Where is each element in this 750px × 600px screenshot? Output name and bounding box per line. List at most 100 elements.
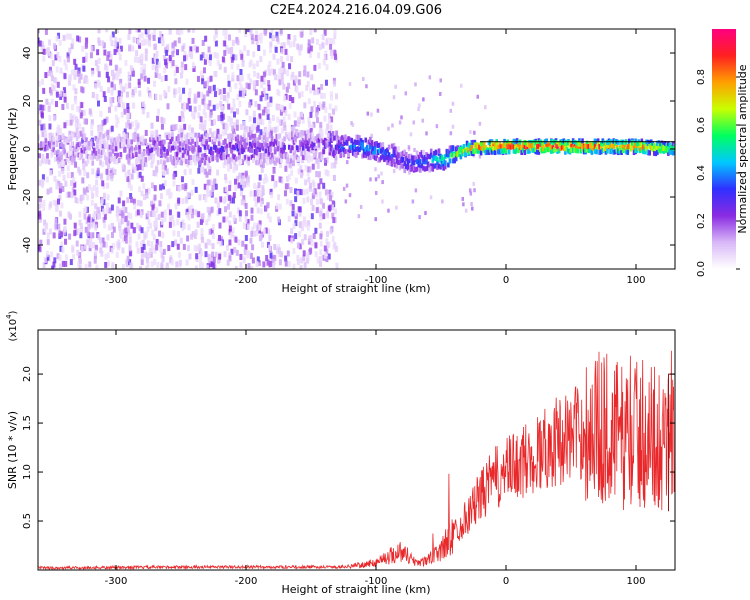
spectrogram-y-label: Frequency (Hz) bbox=[6, 108, 19, 191]
ridge-cell bbox=[77, 144, 80, 150]
ridge-cell bbox=[328, 147, 332, 153]
ridge-cell bbox=[194, 132, 197, 138]
noise-cell bbox=[186, 235, 190, 242]
ridge-cell bbox=[448, 158, 452, 164]
noise-cell bbox=[276, 58, 280, 65]
noise-cell bbox=[155, 67, 159, 74]
ridge-cell bbox=[111, 142, 115, 148]
noise-cell bbox=[308, 248, 312, 255]
noise-cell bbox=[307, 157, 311, 164]
noise-cell bbox=[200, 75, 204, 82]
noise-cell bbox=[249, 252, 253, 259]
noise-cell bbox=[236, 75, 240, 82]
ridge-cell bbox=[164, 132, 168, 138]
ridge-cell bbox=[344, 140, 347, 146]
noise-cell bbox=[269, 41, 273, 48]
ridge-cell bbox=[138, 157, 141, 163]
ridge-cell bbox=[562, 144, 566, 150]
ridge-cell bbox=[478, 148, 481, 154]
noise-cell bbox=[58, 187, 62, 194]
noise-cell bbox=[150, 130, 154, 137]
noise-cell bbox=[180, 61, 184, 68]
ridge-cell bbox=[331, 131, 335, 137]
ridge-cell bbox=[214, 155, 218, 161]
ridge-cell bbox=[623, 145, 626, 151]
noise-cell bbox=[91, 217, 95, 224]
noise-cell bbox=[70, 153, 74, 160]
ridge-cell bbox=[208, 157, 211, 163]
noise-cell bbox=[163, 165, 167, 172]
ridge-cell bbox=[39, 144, 43, 150]
ridge-cell bbox=[526, 148, 530, 154]
snr-panel: -300 -200 -100 0 100 0.51.01.52.0 Height of … bbox=[5, 310, 676, 596]
noise-cell bbox=[45, 176, 49, 183]
ridge-cell bbox=[337, 143, 341, 149]
noise-cell bbox=[268, 261, 272, 268]
noise-cell bbox=[64, 64, 68, 71]
ridge-cell bbox=[333, 153, 336, 159]
noise-cell bbox=[214, 29, 218, 35]
noise-cell bbox=[296, 116, 300, 123]
ridge-cell bbox=[141, 140, 144, 146]
ridge-cell bbox=[236, 143, 240, 149]
colorbar-gradient bbox=[712, 29, 736, 269]
noise-cell bbox=[230, 248, 234, 255]
noise-cell bbox=[66, 52, 70, 59]
noise-cell bbox=[41, 181, 45, 188]
ridge-cell bbox=[459, 154, 463, 160]
noise-cell bbox=[96, 79, 100, 86]
noise-cell bbox=[333, 162, 337, 169]
noise-cell bbox=[300, 129, 304, 136]
ridge-cell bbox=[283, 154, 286, 160]
noise-cell bbox=[199, 116, 203, 123]
ridge-cell bbox=[376, 157, 380, 163]
noise-cell bbox=[318, 44, 322, 51]
noise-cell bbox=[73, 222, 77, 229]
noise-cell bbox=[294, 142, 298, 149]
noise-cell bbox=[84, 56, 88, 63]
noise-cell bbox=[171, 124, 175, 131]
noise-cell bbox=[100, 241, 104, 248]
ridge-cell bbox=[350, 138, 353, 144]
ridge-cell bbox=[568, 142, 572, 148]
noise-cell bbox=[66, 165, 70, 172]
noise-cell bbox=[449, 131, 453, 136]
ridge-cell bbox=[392, 152, 396, 158]
noise-cell bbox=[300, 111, 304, 118]
ridge-cell bbox=[501, 149, 505, 155]
noise-cell bbox=[329, 228, 333, 235]
ridge-cell bbox=[273, 138, 277, 144]
noise-cell bbox=[320, 198, 324, 205]
ridge-cell bbox=[539, 146, 542, 152]
noise-cell bbox=[334, 105, 338, 112]
ridge-cell bbox=[601, 147, 605, 153]
noise-cell bbox=[323, 29, 327, 36]
ridge-cell bbox=[376, 150, 380, 156]
noise-cell bbox=[417, 107, 420, 112]
ridge-cell bbox=[601, 138, 605, 144]
noise-cell bbox=[77, 228, 81, 235]
noise-cell bbox=[113, 45, 117, 52]
noise-cell bbox=[156, 108, 160, 115]
noise-cell bbox=[58, 127, 62, 134]
noise-cell bbox=[171, 60, 175, 67]
ridge-cell bbox=[375, 155, 378, 161]
ridge-cell bbox=[663, 140, 667, 146]
noise-cell bbox=[152, 35, 156, 42]
noise-cell bbox=[307, 220, 311, 227]
ridge-cell bbox=[161, 144, 165, 150]
noise-cell bbox=[314, 227, 318, 234]
ridge-cell bbox=[272, 141, 275, 147]
noise-cell bbox=[227, 34, 231, 41]
noise-cell bbox=[55, 35, 59, 42]
ridge-cell bbox=[303, 140, 307, 146]
noise-cell bbox=[296, 254, 300, 261]
noise-cell bbox=[132, 36, 136, 43]
ridge-cell bbox=[370, 144, 374, 150]
noise-cell bbox=[73, 58, 77, 65]
noise-cell bbox=[239, 261, 243, 268]
ridge-cell bbox=[654, 151, 658, 157]
ridge-cell bbox=[355, 146, 358, 152]
ridge-cell bbox=[575, 148, 578, 154]
ridge-cell bbox=[568, 148, 572, 154]
